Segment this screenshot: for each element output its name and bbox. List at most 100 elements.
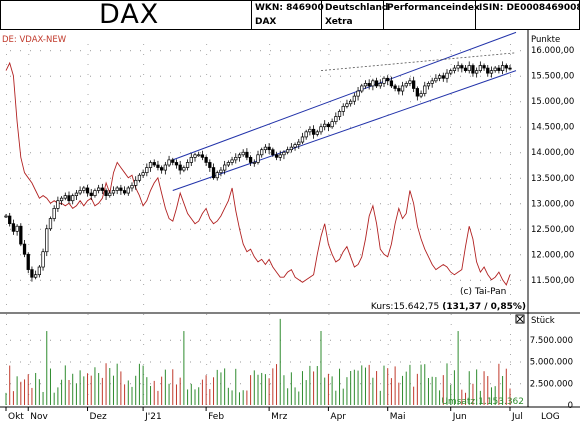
grid-dot [510, 74, 511, 75]
grid-dot [200, 254, 201, 256]
grid-dot [40, 361, 41, 363]
candle-body [171, 159, 175, 163]
grid-dot [6, 344, 7, 345]
grid-dot [200, 361, 201, 363]
candle-body [8, 215, 12, 225]
grid-dot [80, 50, 81, 52]
grid-dot [510, 177, 511, 179]
grid-dot [140, 75, 141, 77]
grid-dot [150, 126, 151, 128]
grid-dot [510, 174, 511, 175]
grid-dot [6, 264, 7, 265]
grid-dot [220, 339, 221, 341]
grid-dot [330, 152, 331, 154]
grid-dot [100, 50, 101, 52]
grid-dot [60, 383, 61, 385]
grid-dot [206, 284, 208, 285]
grid-dot [340, 279, 341, 281]
grid-dot [280, 75, 281, 77]
grid-dot [387, 344, 389, 345]
candle-body [471, 65, 475, 74]
grid-dot [200, 152, 201, 154]
grid-dot [50, 50, 51, 52]
grid-dot [70, 203, 71, 205]
candle-body [274, 154, 279, 158]
grid-dot [420, 383, 421, 385]
grid-dot [110, 50, 111, 52]
grid-dot [450, 74, 452, 75]
grid-dot [6, 104, 7, 105]
grid-dot [328, 274, 330, 275]
grid-dot [28, 304, 30, 305]
grid-dot [87, 144, 89, 145]
grid-dots [6, 44, 521, 405]
candle-body [111, 190, 116, 194]
grid-dot [387, 174, 389, 175]
price-tick-label: 16.000,00 [531, 46, 574, 56]
grid-dot [330, 279, 331, 281]
grid-dot [269, 334, 271, 335]
grid-dot [328, 324, 330, 325]
grid-dot [143, 134, 145, 135]
grid-dot [28, 204, 30, 205]
grid-dot [143, 54, 145, 55]
candle-body [241, 151, 245, 156]
grid-dot [180, 279, 181, 281]
grid-dot [87, 234, 89, 235]
grid-dot [40, 203, 41, 205]
grid-dot [310, 126, 311, 128]
grid-dot [500, 361, 501, 363]
candle-body [34, 274, 38, 278]
grid-dot [360, 203, 361, 205]
grid-dot [200, 75, 201, 77]
candle-body [349, 100, 353, 105]
grid-dot [380, 203, 381, 205]
vdax-line [5, 61, 511, 286]
grid-dot [150, 279, 151, 281]
grid-dot [387, 264, 389, 265]
grid-dot [510, 214, 511, 215]
grid-dot [387, 224, 389, 225]
grid-dot [387, 294, 389, 295]
grid-dot [440, 152, 441, 154]
grid-dot [6, 54, 7, 55]
grid-dot [240, 75, 241, 77]
candle-body [256, 154, 260, 163]
grid-dot [230, 339, 231, 341]
grid-dot [350, 228, 351, 230]
grid-dot [410, 50, 411, 52]
grid-dot [6, 94, 7, 95]
time-tick-label: Jun [452, 412, 467, 422]
grid-dot [70, 383, 71, 385]
grid-dot [230, 75, 231, 77]
candle-body [371, 80, 375, 87]
grid-dot [387, 234, 389, 235]
candle-body [189, 156, 193, 163]
grid-dot [410, 203, 411, 205]
grid-dot [60, 126, 61, 128]
grid-dot [100, 126, 101, 128]
grid-dot [290, 361, 291, 363]
time-tick-label: Dez [90, 412, 107, 422]
grid-dot [450, 274, 452, 275]
grid-dot [510, 144, 511, 145]
grid-dot [490, 152, 491, 154]
grid-dot [143, 254, 145, 255]
grid-dot [140, 152, 141, 154]
grid-dot [87, 344, 89, 345]
grid-dot [328, 364, 330, 365]
grid-dot [6, 174, 7, 175]
grid-dot [87, 164, 89, 165]
grid-dot [143, 264, 145, 265]
log-toggle[interactable]: LOG [541, 412, 560, 422]
grid-dot [510, 204, 511, 205]
grid-dot [87, 64, 89, 65]
grid-dot [460, 101, 461, 103]
candle-body [508, 67, 512, 70]
grid-dot [160, 228, 161, 230]
candle-body [37, 266, 41, 276]
candle-body [163, 164, 167, 171]
grid-dot [290, 75, 291, 77]
grid-dot [450, 184, 452, 185]
grid-dot [328, 184, 330, 185]
